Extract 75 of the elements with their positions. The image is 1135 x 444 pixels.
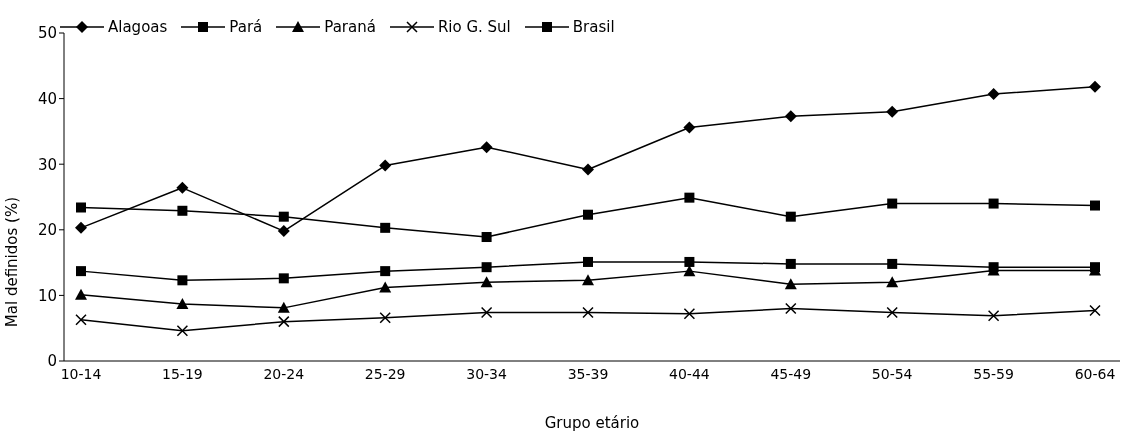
x-tick-label: 30-34 — [466, 365, 508, 382]
point — [380, 222, 391, 233]
point — [887, 198, 898, 209]
point — [278, 315, 290, 328]
x-tick-label: 35-39 — [567, 365, 609, 382]
point — [886, 306, 898, 319]
x-tick-label: 60-64 — [1074, 365, 1116, 382]
point — [177, 205, 188, 216]
legend-label: Paraná — [324, 18, 376, 36]
point — [277, 225, 290, 238]
legend-label: Brasil — [572, 18, 615, 36]
point — [987, 88, 1000, 101]
point — [176, 325, 189, 337]
point — [988, 198, 999, 209]
point — [886, 276, 899, 288]
y-tick-label: 10 — [37, 286, 57, 305]
point — [1089, 80, 1101, 93]
point — [481, 262, 492, 273]
point — [277, 301, 290, 313]
point — [785, 258, 796, 269]
y-tick-label: 30 — [37, 155, 57, 174]
point — [583, 209, 593, 220]
x-tick-label: 50-54 — [871, 365, 913, 382]
legend-label: Pará — [229, 18, 263, 36]
point — [1089, 304, 1101, 317]
point — [278, 211, 289, 222]
point — [582, 306, 594, 319]
point — [75, 288, 87, 300]
point — [75, 221, 87, 234]
point — [176, 181, 189, 194]
y-tick-label: 20 — [37, 221, 57, 240]
y-axis-title: Mal definidos (%) — [3, 197, 22, 328]
point — [683, 265, 696, 277]
point — [582, 274, 594, 286]
y-tick-label: 0 — [47, 352, 57, 371]
point — [784, 278, 797, 290]
point — [784, 110, 797, 123]
point — [785, 302, 797, 315]
point — [480, 276, 493, 288]
x-axis-title: Grupo etário — [544, 414, 640, 432]
point — [481, 232, 492, 243]
point — [380, 266, 391, 277]
point — [176, 297, 189, 309]
point — [683, 308, 696, 320]
point — [1090, 200, 1100, 211]
x-tick-label: 55-59 — [973, 365, 1014, 382]
x-tick-label: 20-24 — [263, 365, 305, 382]
x-tick-label: 40-44 — [669, 365, 710, 382]
point — [278, 273, 289, 284]
point — [987, 309, 1000, 322]
point — [379, 311, 391, 324]
x-tick-label: 10-14 — [60, 365, 102, 382]
x-tick-label: 15-19 — [162, 365, 203, 382]
point — [887, 258, 898, 269]
point — [683, 121, 696, 134]
legend-label: Rio G. Sul — [437, 18, 511, 36]
point — [76, 202, 86, 213]
point — [480, 141, 493, 154]
point — [480, 306, 493, 319]
x-tick-label: 25-29 — [364, 365, 406, 382]
legend-label: Alagoas — [108, 18, 168, 36]
y-tick-label: 40 — [37, 89, 57, 108]
point — [582, 163, 594, 176]
x-tick-label: 45-49 — [770, 365, 812, 382]
point — [75, 313, 87, 326]
point — [785, 211, 796, 222]
point — [177, 275, 188, 286]
point — [684, 256, 695, 267]
point — [886, 105, 899, 118]
point — [684, 192, 695, 203]
point — [76, 266, 86, 277]
y-tick-label: 50 — [37, 24, 57, 43]
point — [583, 256, 593, 267]
point — [379, 281, 392, 293]
point — [379, 159, 392, 172]
